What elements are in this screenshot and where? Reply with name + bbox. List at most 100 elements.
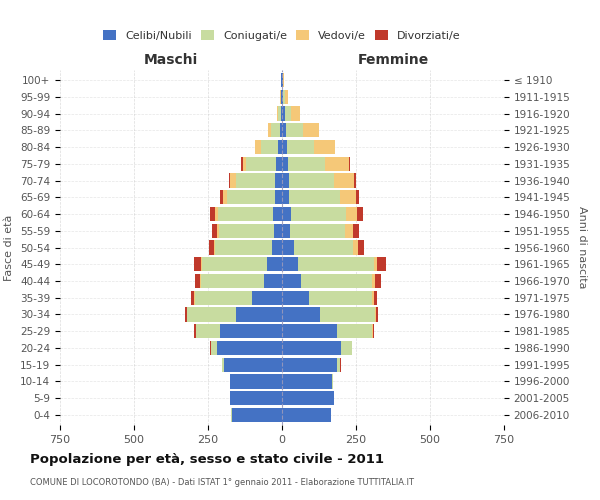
Bar xyxy=(289,190,340,204)
Bar xyxy=(286,123,303,138)
Bar xyxy=(291,207,346,221)
Bar xyxy=(272,240,282,254)
Bar xyxy=(220,190,223,204)
Bar xyxy=(334,174,353,188)
Bar xyxy=(277,106,278,120)
Bar xyxy=(377,257,386,272)
Bar xyxy=(374,274,380,288)
Bar xyxy=(187,308,236,322)
Bar xyxy=(282,123,286,138)
Bar xyxy=(211,341,217,355)
Bar xyxy=(223,190,227,204)
Bar xyxy=(325,156,349,171)
Bar xyxy=(376,308,379,322)
Bar xyxy=(282,156,288,171)
Bar xyxy=(282,224,290,238)
Bar xyxy=(308,290,372,305)
Bar xyxy=(215,207,218,221)
Bar xyxy=(294,240,353,254)
Bar xyxy=(185,308,187,322)
Bar xyxy=(282,391,334,406)
Bar xyxy=(282,290,308,305)
Bar xyxy=(282,374,332,388)
Bar xyxy=(340,190,356,204)
Bar xyxy=(230,374,282,388)
Bar xyxy=(202,257,267,272)
Bar xyxy=(281,106,282,120)
Bar xyxy=(256,140,260,154)
Bar xyxy=(345,224,353,238)
Bar xyxy=(282,341,341,355)
Bar xyxy=(274,224,282,238)
Bar xyxy=(288,156,325,171)
Bar xyxy=(219,224,274,238)
Bar xyxy=(282,358,337,372)
Bar xyxy=(196,324,220,338)
Bar xyxy=(346,207,358,221)
Bar xyxy=(282,240,294,254)
Bar xyxy=(332,374,333,388)
Bar xyxy=(314,140,335,154)
Bar xyxy=(194,290,253,305)
Bar xyxy=(320,308,375,322)
Bar xyxy=(275,174,282,188)
Bar xyxy=(227,190,275,204)
Bar xyxy=(211,207,215,221)
Bar xyxy=(341,341,352,355)
Bar xyxy=(282,190,289,204)
Bar xyxy=(358,240,364,254)
Bar xyxy=(230,174,236,188)
Bar xyxy=(284,90,288,104)
Bar xyxy=(241,156,243,171)
Bar xyxy=(220,324,282,338)
Bar xyxy=(268,123,271,138)
Bar xyxy=(337,358,340,372)
Bar xyxy=(253,290,282,305)
Bar xyxy=(217,341,282,355)
Bar xyxy=(247,156,276,171)
Bar xyxy=(282,140,287,154)
Bar xyxy=(283,90,284,104)
Bar xyxy=(232,408,282,422)
Bar xyxy=(372,274,374,288)
Bar xyxy=(282,90,283,104)
Bar xyxy=(276,156,282,171)
Bar xyxy=(230,391,282,406)
Bar xyxy=(229,174,230,188)
Bar xyxy=(283,73,284,87)
Y-axis label: Fasce di età: Fasce di età xyxy=(4,214,14,280)
Bar xyxy=(356,190,359,204)
Text: Maschi: Maschi xyxy=(144,52,198,66)
Bar xyxy=(200,274,264,288)
Bar xyxy=(303,123,319,138)
Legend: Celibi/Nubili, Coniugati/e, Vedovi/e, Divorziati/e: Celibi/Nubili, Coniugati/e, Vedovi/e, Di… xyxy=(99,26,465,46)
Bar xyxy=(337,324,372,338)
Bar xyxy=(353,240,358,254)
Bar xyxy=(285,106,291,120)
Bar xyxy=(218,207,273,221)
Bar xyxy=(236,308,282,322)
Bar xyxy=(275,190,282,204)
Text: Femmine: Femmine xyxy=(358,52,428,66)
Bar xyxy=(273,207,282,221)
Bar xyxy=(236,174,275,188)
Bar xyxy=(298,257,374,272)
Bar xyxy=(282,308,320,322)
Bar xyxy=(349,156,350,171)
Bar xyxy=(289,174,334,188)
Bar xyxy=(291,106,300,120)
Bar xyxy=(195,274,200,288)
Bar xyxy=(222,358,224,372)
Bar xyxy=(290,224,345,238)
Bar xyxy=(301,274,372,288)
Bar xyxy=(373,324,374,338)
Bar xyxy=(214,240,215,254)
Bar xyxy=(282,324,337,338)
Bar xyxy=(278,140,282,154)
Bar xyxy=(282,257,298,272)
Bar xyxy=(358,207,363,221)
Bar xyxy=(282,174,289,188)
Bar xyxy=(375,308,376,322)
Bar xyxy=(282,408,331,422)
Bar xyxy=(212,224,217,238)
